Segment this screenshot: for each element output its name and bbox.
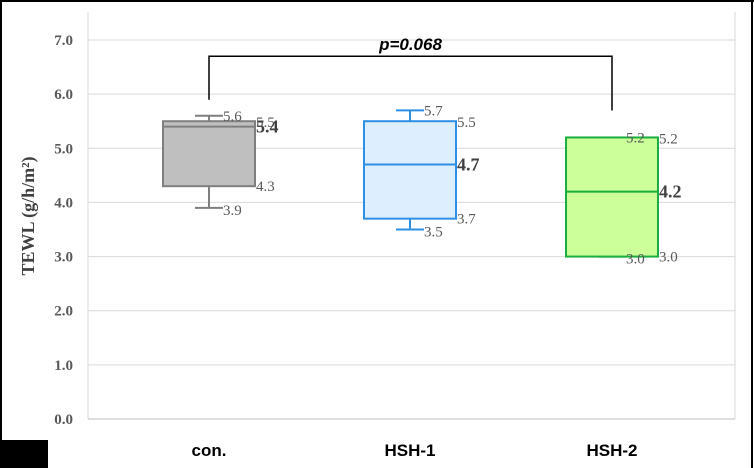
- x-axis: con. HSH-1 HSH-2: [192, 441, 638, 460]
- box-con: 5.6 5.55.4 4.3 3.9: [162, 109, 279, 219]
- y-tick-label-6: 6.0: [54, 87, 73, 103]
- y-tick-label-5: 5.0: [54, 141, 73, 157]
- x-tick-label-0: con.: [192, 441, 227, 460]
- label-median: 4.7: [457, 155, 480, 175]
- bracket-line: [208, 55, 613, 111]
- label-q1: 3.7: [457, 212, 476, 228]
- significance-bracket: p=0.068: [208, 35, 613, 111]
- y-tick-label-2: 2.0: [54, 304, 73, 320]
- label-min: 3.0: [626, 252, 645, 268]
- y-tick-label-7: 7.0: [54, 33, 73, 49]
- label-max: 5.7: [424, 103, 443, 119]
- p-value-label: p=0.068: [378, 35, 442, 54]
- box-hsh2: 5.2 5.2 4.2 3.0 3.0: [565, 130, 682, 268]
- label-q1: 4.3: [256, 179, 275, 195]
- label-median: 5.4: [256, 117, 279, 137]
- x-tick-label-2: HSH-2: [586, 441, 637, 460]
- label-median: 4.2: [659, 182, 682, 202]
- corner-block: [0, 440, 48, 468]
- x-tick-label-1: HSH-1: [384, 441, 435, 460]
- y-tick-label-1: 1.0: [54, 358, 73, 374]
- box-body: [363, 120, 457, 220]
- y-axis-title: TEWL (g/h/m²): [18, 157, 39, 276]
- label-min: 3.5: [424, 225, 443, 241]
- box-body: [162, 120, 256, 188]
- y-axis: 0.0 1.0 2.0 3.0 4.0 5.0 6.0 7.0: [54, 33, 73, 428]
- box-body: [565, 136, 659, 258]
- label-max: 5.2: [626, 130, 645, 146]
- box-hsh1: 5.7 5.5 4.7 3.7 3.5: [363, 103, 480, 241]
- y-tick-label-0: 0.0: [54, 412, 73, 428]
- y-tick-label-4: 4.0: [54, 195, 73, 211]
- y-tick-label-3: 3.0: [54, 250, 73, 266]
- boxes: 5.6 5.55.44.33.95.75.54.73.73.55.2 5.24.23…: [162, 103, 682, 268]
- label-q3: 5.5: [256, 115, 275, 131]
- label-q3: 5.5: [457, 115, 476, 131]
- label-min: 3.9: [223, 203, 242, 219]
- label-q3: 5.2: [659, 131, 678, 147]
- label-max: 5.6: [223, 109, 242, 125]
- label-q1: 3.0: [659, 250, 678, 266]
